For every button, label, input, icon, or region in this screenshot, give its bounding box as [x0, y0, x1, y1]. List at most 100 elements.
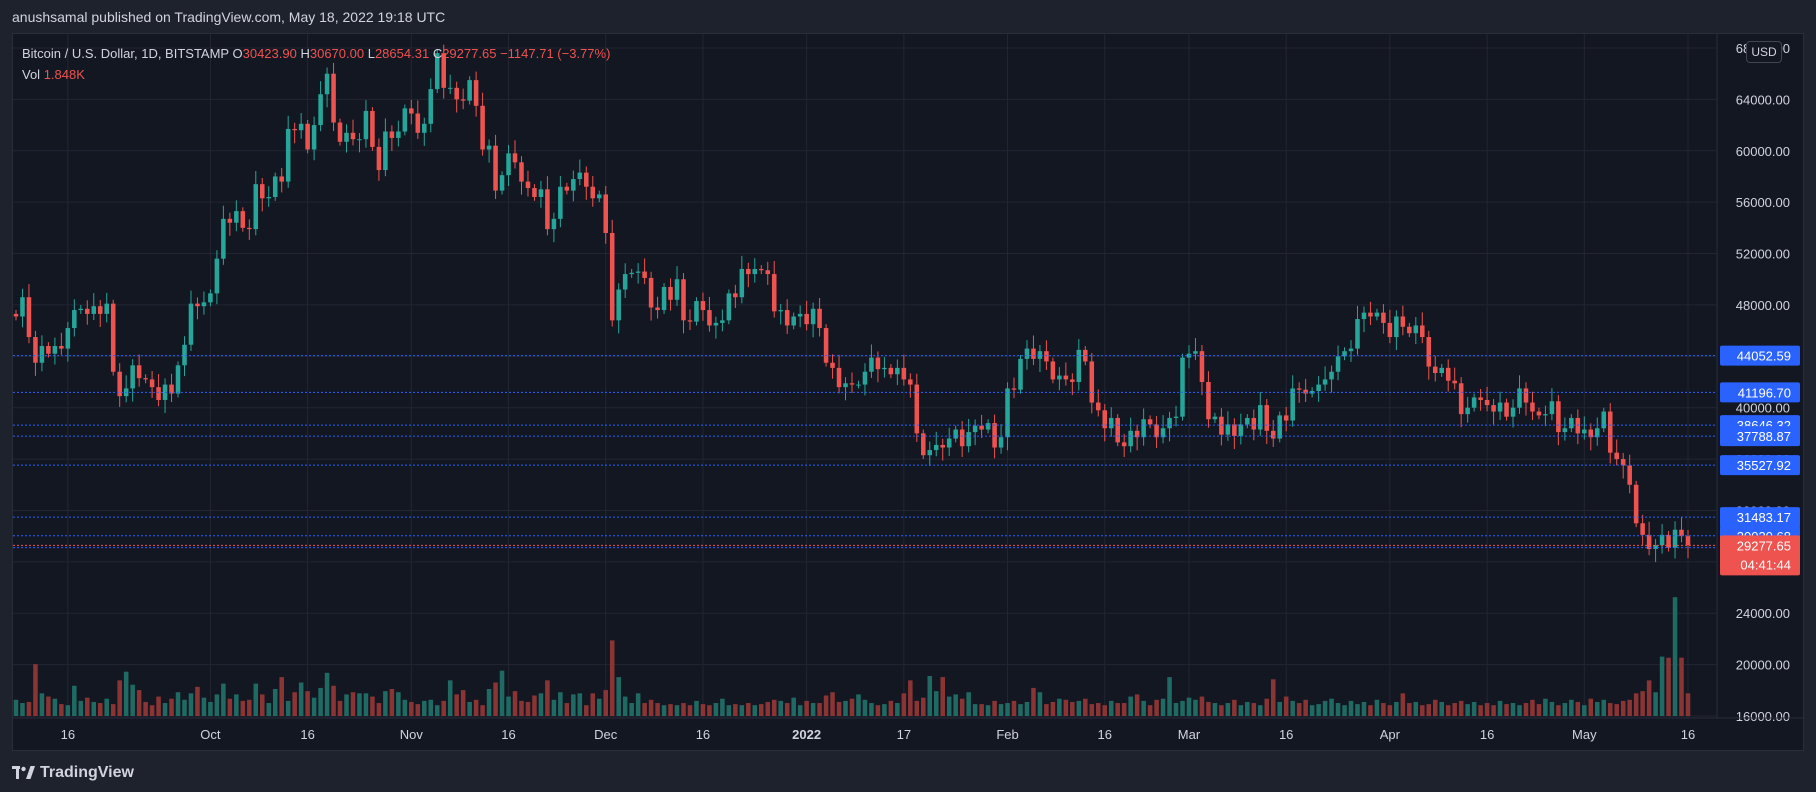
candle-body — [1180, 357, 1185, 417]
volume-bar — [558, 692, 563, 716]
volume-bar — [1458, 700, 1464, 716]
candle-body — [208, 293, 213, 303]
volume-bar — [1633, 693, 1639, 716]
candle-body — [940, 444, 945, 448]
close-value: 29277.65 — [442, 46, 497, 61]
candle-body — [875, 357, 881, 370]
volume-bar — [830, 692, 835, 716]
candle-body — [156, 387, 161, 400]
level-badge — [1720, 507, 1800, 528]
candle-body — [778, 310, 783, 312]
volume-bar — [882, 704, 887, 716]
candle-body — [655, 307, 660, 311]
volume-bar — [700, 704, 706, 716]
candle-body — [1238, 424, 1244, 436]
volume-value: 1.848K — [43, 67, 85, 82]
candle-body — [91, 306, 97, 314]
volume-bar — [1303, 699, 1308, 716]
volume-bar — [1510, 703, 1516, 716]
high-value: 30670.00 — [309, 46, 365, 61]
candle-body — [1653, 545, 1658, 549]
candle-body — [441, 53, 446, 88]
volume-bar — [1601, 699, 1607, 716]
volume-bar — [1180, 700, 1185, 716]
candle-body — [1193, 351, 1198, 354]
volume-bar — [778, 700, 783, 716]
volume-bar — [208, 701, 213, 716]
footer-brand[interactable]: TradingView — [40, 764, 134, 781]
volume-bar — [1562, 703, 1568, 716]
candle-body — [1167, 417, 1172, 429]
candle-body — [272, 176, 278, 198]
volume-bar — [713, 703, 719, 716]
volume-bar — [817, 703, 822, 716]
volume-row: Vol 1.848K — [22, 64, 610, 85]
volume-bar — [1309, 705, 1315, 716]
volume-bar — [117, 680, 122, 716]
candle-body — [1368, 312, 1373, 317]
time-tick-label: Mar — [1178, 727, 1201, 742]
volume-bar — [1394, 701, 1399, 716]
volume-bar — [72, 685, 77, 716]
candle-body — [1141, 419, 1146, 438]
time-tick-label: 16 — [696, 727, 710, 742]
volume-bar — [551, 699, 557, 716]
candle-body — [1044, 351, 1049, 362]
level-badge — [1720, 455, 1800, 476]
candle-body — [1484, 399, 1490, 406]
price-tick-label: 52000.00 — [1736, 247, 1790, 262]
volume-bar — [681, 703, 686, 716]
volume-bar — [784, 703, 790, 716]
candle-body — [1685, 536, 1691, 546]
volume-bar — [545, 680, 550, 716]
volume-bar — [733, 704, 738, 716]
candle-body — [849, 383, 855, 385]
candle-body — [1070, 379, 1075, 382]
candle-body — [1549, 401, 1555, 415]
volume-bar — [272, 689, 278, 716]
candle-body — [130, 365, 135, 389]
candle-body — [629, 272, 634, 275]
candle-body — [966, 432, 971, 447]
volume-bar — [1361, 701, 1367, 716]
volume-bar — [1556, 705, 1561, 716]
candle-body — [1504, 402, 1509, 417]
currency-button[interactable]: USD — [1746, 41, 1782, 63]
candle-body — [363, 110, 369, 140]
volume-bar — [46, 696, 51, 716]
volume-bar — [1582, 705, 1587, 716]
volume-bar — [609, 640, 615, 716]
volume-bar — [823, 695, 829, 716]
volume-bar — [797, 705, 803, 716]
candlestick-chart[interactable]: 68000.0064000.0060000.0056000.0052000.00… — [0, 0, 1816, 752]
candle-body — [1037, 351, 1043, 359]
symbol-label[interactable]: Bitcoin / U.S. Dollar, 1D, BITSTAMP — [22, 46, 229, 61]
level-badge — [1720, 345, 1800, 366]
volume-bar — [1193, 699, 1198, 716]
volume-bar — [305, 691, 310, 716]
volume-bar — [1523, 703, 1529, 716]
candle-body — [1057, 375, 1062, 380]
candle-body — [1374, 312, 1380, 317]
volume-bar — [1620, 700, 1626, 716]
candle-body — [1595, 428, 1600, 438]
volume-bar — [759, 704, 764, 716]
volume-bar — [596, 698, 602, 716]
candle-body — [285, 128, 291, 182]
volume-bar — [1160, 698, 1166, 716]
volume-bar — [65, 705, 71, 716]
candle-body — [506, 153, 511, 176]
candle-body — [713, 322, 719, 326]
candle-body — [1186, 353, 1192, 358]
candle-body — [1394, 316, 1399, 338]
candle-body — [1569, 417, 1574, 429]
volume-bar — [1672, 597, 1678, 716]
low-value: 28654.31 — [374, 46, 430, 61]
candle-body — [402, 108, 408, 132]
volume-bar — [1679, 657, 1684, 716]
candle-body — [1432, 366, 1438, 374]
candle-body — [227, 218, 233, 223]
candle-body — [1290, 388, 1295, 421]
candle-body — [1361, 312, 1367, 320]
volume-bar — [1432, 699, 1438, 716]
